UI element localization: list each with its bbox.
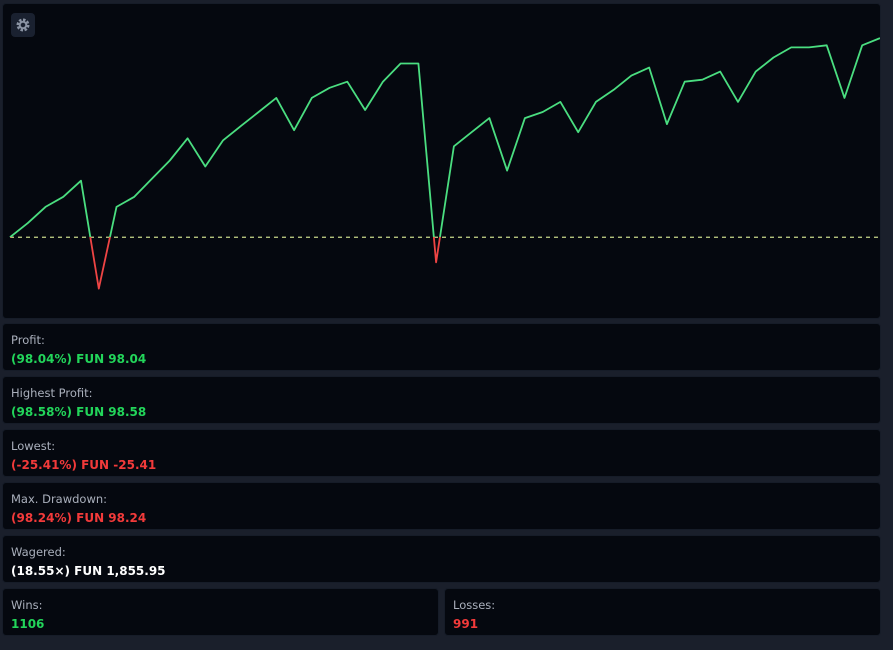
gear-icon xyxy=(16,18,30,32)
stat-box: Lowest: (-25.41%) FUN -25.41 xyxy=(2,429,881,477)
stat-value: (98.58%) FUN 98.58 xyxy=(11,405,147,419)
stat-value: (-25.41%) FUN -25.41 xyxy=(11,458,157,472)
settings-button[interactable] xyxy=(11,13,35,37)
stat-value: 1106 xyxy=(11,617,45,631)
stat-label: Wagered: xyxy=(11,545,66,559)
stat-box: Losses: 991 xyxy=(444,588,881,636)
stat-label: Wins: xyxy=(11,598,43,612)
stat-box: Wagered: (18.55×) FUN 1,855.95 xyxy=(2,535,881,583)
stat-box: Profit: (98.04%) FUN 98.04 xyxy=(2,323,881,371)
profit-line xyxy=(9,37,880,290)
chart-panel xyxy=(2,3,881,319)
stat-label: Profit: xyxy=(11,333,45,347)
stat-label: Lowest: xyxy=(11,439,56,453)
stat-box: Max. Drawdown: (98.24%) FUN 98.24 xyxy=(2,482,881,530)
stat-box: Highest Profit: (98.58%) FUN 98.58 xyxy=(2,376,881,424)
stat-value: (18.55×) FUN 1,855.95 xyxy=(11,564,166,578)
stat-label: Highest Profit: xyxy=(11,386,93,400)
profit-chart xyxy=(9,37,880,290)
stat-label: Max. Drawdown: xyxy=(11,492,108,506)
stat-value: 991 xyxy=(453,617,479,631)
stat-label: Losses: xyxy=(453,598,496,612)
stat-box: Wins: 1106 xyxy=(2,588,439,636)
stat-value: (98.24%) FUN 98.24 xyxy=(11,511,147,525)
stat-value: (98.04%) FUN 98.04 xyxy=(11,352,147,366)
